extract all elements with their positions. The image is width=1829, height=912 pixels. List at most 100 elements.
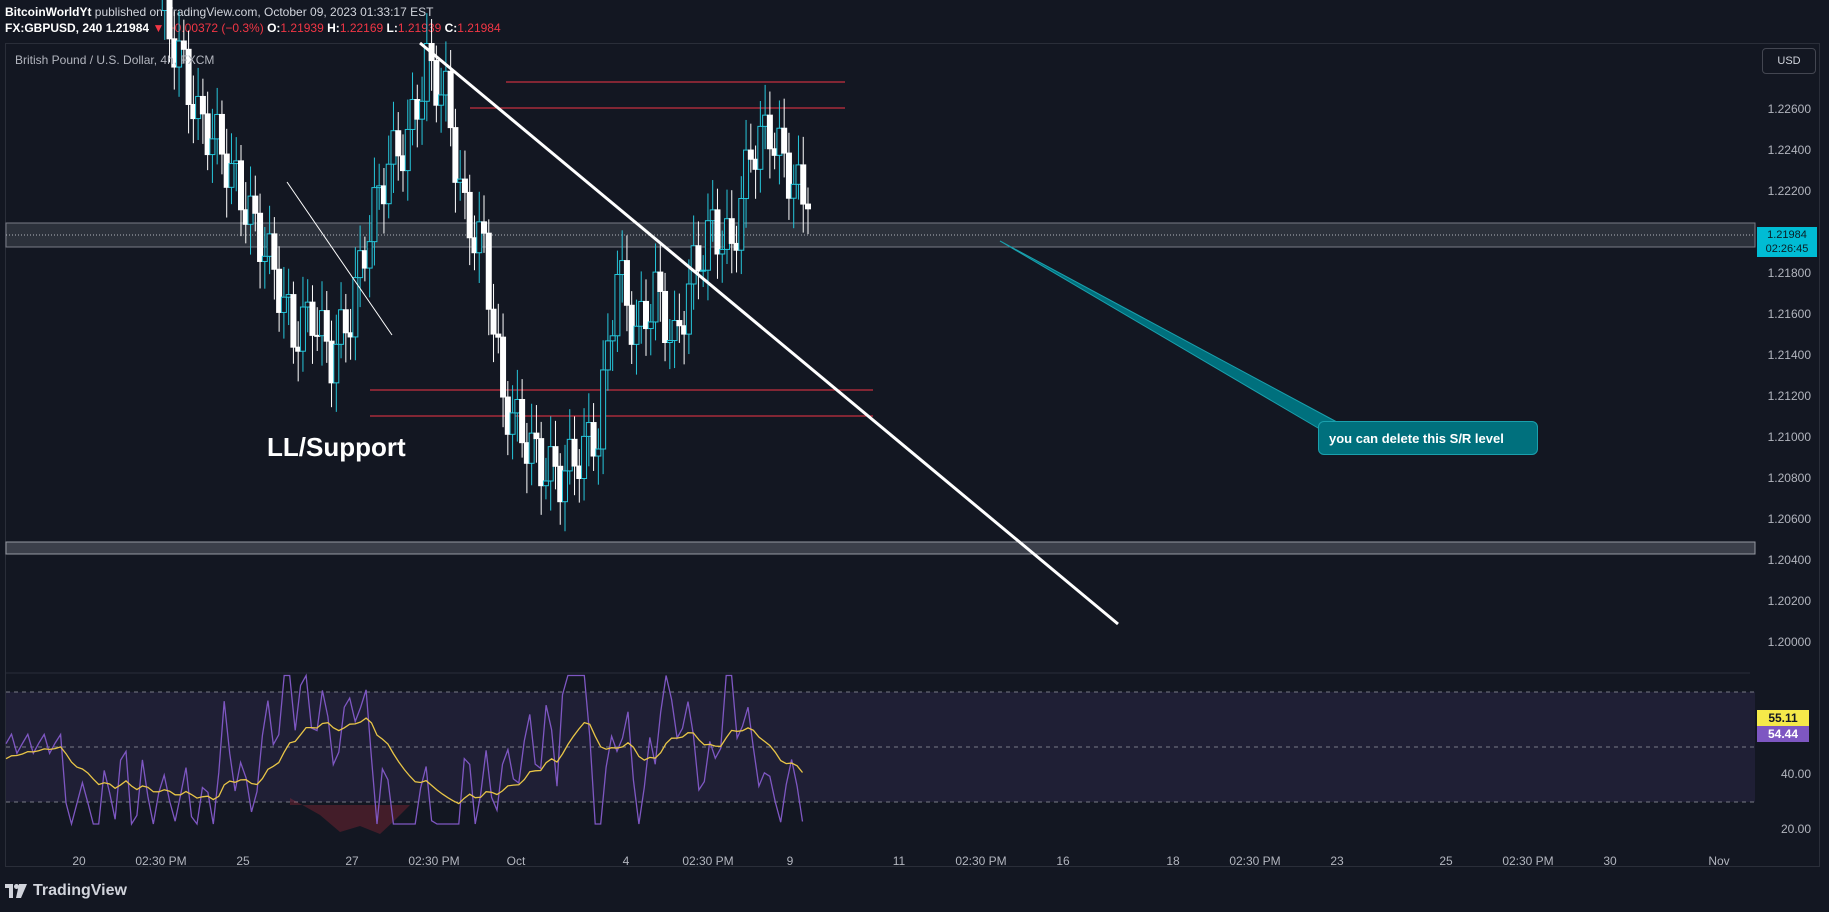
candle-body: [504, 396, 511, 435]
tradingview-logo[interactable]: TradingView: [5, 882, 127, 900]
candle-body: [161, 0, 168, 12]
candle-body: [223, 153, 230, 188]
candle-body: [195, 95, 202, 120]
candle-body: [728, 218, 735, 244]
chart-legend[interactable]: British Pound / U.S. Dollar, 4h, FXCM: [15, 53, 215, 67]
candle-body: [781, 127, 788, 154]
candle-body: [185, 48, 192, 105]
candle-body: [771, 148, 778, 156]
price-tag[interactable]: 1.21984 02:26:45: [1757, 227, 1817, 257]
candle-body: [633, 325, 640, 345]
candle-body: [285, 294, 292, 298]
price-tag-value: 1.21984: [1767, 229, 1807, 241]
candle-body: [457, 178, 464, 183]
candle-body: [228, 163, 235, 188]
candle-body: [204, 113, 211, 156]
candle-body: [509, 412, 516, 435]
footer-brand: TradingView: [33, 882, 127, 899]
candle-body: [409, 99, 416, 130]
y-tick: 1.20800: [1767, 471, 1811, 485]
rsi-value-tag: 54.44: [1757, 726, 1809, 742]
candle-body: [571, 438, 578, 467]
symbol-name[interactable]: FX:GBPUSD, 240: [5, 21, 103, 35]
rsi-line[interactable]: [5, 673, 804, 827]
x-tick: 02:30 PM: [1502, 854, 1554, 868]
candle-body: [600, 369, 607, 450]
x-tick: 18: [1166, 854, 1180, 868]
y-tick: 1.20600: [1767, 512, 1811, 526]
price-change: ▼ −0.00372 (−0.3%): [152, 21, 264, 35]
candle-body: [190, 103, 197, 120]
candle-body: [747, 149, 754, 160]
candle-body: [538, 438, 545, 487]
candle-body: [662, 290, 669, 344]
candle-body: [419, 100, 426, 120]
candle-body: [271, 233, 278, 270]
candle-body: [295, 346, 302, 352]
candle-body: [733, 242, 740, 251]
candle-body: [209, 138, 216, 156]
candle-body: [514, 398, 521, 414]
candle-body: [604, 340, 611, 371]
callout-box[interactable]: you can delete this S/R level: [1318, 421, 1538, 455]
publisher-name[interactable]: BitcoinWorldYt: [5, 5, 92, 19]
candle-body: [452, 127, 459, 183]
candle-body: [500, 336, 507, 398]
downtrend-line[interactable]: [419, 41, 1119, 626]
candle-body: [400, 155, 406, 172]
candle-body: [581, 435, 588, 480]
candle-body: [785, 152, 792, 199]
candle-body: [562, 470, 568, 503]
minor-trendline[interactable]: [286, 181, 393, 336]
currency-button[interactable]: USD: [1762, 48, 1816, 74]
candle-body: [314, 334, 321, 337]
candle-body: [623, 260, 630, 306]
candle-body: [652, 271, 659, 323]
candle-body: [695, 245, 702, 272]
y-tick: 1.21000: [1767, 430, 1811, 444]
candle-body: [657, 271, 664, 292]
y-tick: 1.21400: [1767, 348, 1811, 362]
candle-body: [481, 221, 487, 234]
candle-body: [395, 130, 402, 157]
candle-body: [404, 128, 411, 172]
last-price: 1.21984: [105, 21, 150, 35]
candle-body: [319, 310, 325, 337]
candle-body: [438, 94, 445, 106]
low-label: L:: [386, 21, 398, 35]
candle-body: [547, 446, 554, 482]
candle-body: [542, 480, 549, 487]
candle-body: [700, 269, 707, 272]
candle-body: [709, 209, 716, 222]
x-tick: 02:30 PM: [682, 854, 734, 868]
candle-body: [676, 320, 683, 327]
x-tick: 25: [1439, 854, 1453, 868]
support-annotation[interactable]: LL/Support: [267, 432, 406, 462]
candle-body: [471, 237, 478, 254]
callout-pointer: [999, 240, 1337, 429]
candle-body: [647, 321, 654, 330]
candle-body: [762, 114, 769, 127]
candle-body: [442, 70, 449, 96]
y-tick: 1.21800: [1767, 266, 1811, 280]
candle-body: [690, 245, 697, 285]
candle-body: [681, 325, 688, 335]
candle-body: [466, 191, 473, 239]
rsi-ma-line[interactable]: [5, 717, 804, 805]
candle-body: [485, 232, 492, 310]
candle-body: [371, 187, 378, 243]
x-tick: Nov: [1708, 854, 1730, 868]
candle-body: [619, 260, 626, 276]
candle-body: [590, 422, 597, 457]
candle-body: [776, 127, 783, 156]
candle-body: [576, 465, 583, 480]
candle-body: [390, 130, 397, 165]
candle-body: [347, 332, 354, 338]
x-tick: 23: [1330, 854, 1344, 868]
candle-body: [790, 183, 797, 199]
sr-zone-lower[interactable]: [5, 541, 1756, 555]
candle-body: [743, 149, 750, 200]
candle-body: [490, 308, 497, 335]
x-tick: 25: [236, 854, 250, 868]
